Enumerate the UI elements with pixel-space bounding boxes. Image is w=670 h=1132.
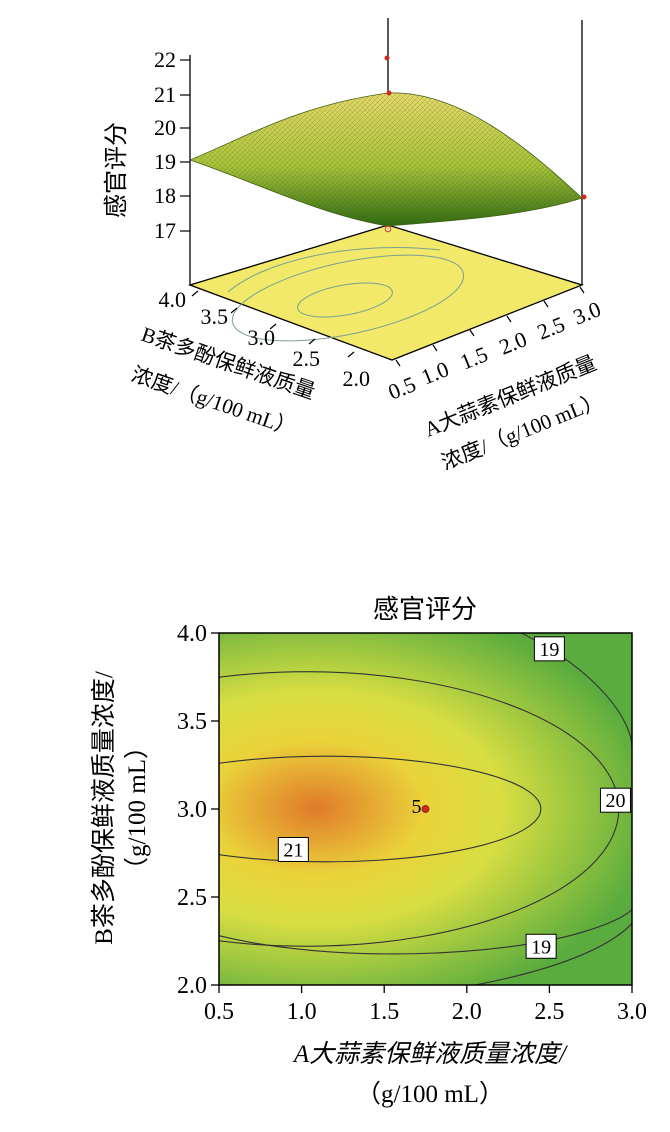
floor-contour-middle [231,254,465,342]
floor-contour-inner [297,282,393,318]
design-point [386,90,392,96]
contour-x-ticks: 0.5 1.0 1.5 2.0 2.5 3.0 [204,985,647,1025]
surface-plot: 22 21 20 19 18 17 感官评分 4.0 3.5 3.0 2.5 2… [103,18,606,475]
z-tick-label: 18 [154,183,176,208]
contour-label: 19 [531,936,551,958]
z-tick-label: 17 [154,218,176,243]
y-tick-label: 2.5 [177,885,207,911]
floor-contours [227,247,465,342]
b-tick-label: 2.5 [293,346,321,371]
contour-label: 20 [605,790,625,812]
design-point [384,55,390,61]
contour-title: 感官评分 [373,595,477,624]
b-tick-label: 4.0 [159,287,187,312]
floor-contour-outer [227,247,441,293]
y-tick-label: 3.0 [177,797,207,823]
contour-design-point [421,805,430,813]
a-tick-label: 2.5 [534,311,569,344]
b-tick-label: 3.0 [248,325,276,350]
design-point [581,194,587,200]
a-tick-label: 1.0 [418,356,453,389]
contour-label: 19 [539,639,559,661]
contour-label-box [533,636,565,662]
contour-label-box [525,933,557,959]
z-tick-label: 22 [154,47,176,72]
contour-label: 21 [283,839,303,861]
z-tick-label: 20 [154,115,176,140]
contour-y-label-line1: B茶多酚保鲜液质量浓度/ [90,671,118,945]
contour-x-label-line2: （g/100 mL） [356,1080,504,1108]
contour-plot: 感官评分 21 20 19 19 5 0.5 1.0 1.5 2.0 2.5 3.0 4.0 3.… [90,595,647,1108]
y-tick-label: 2.0 [177,973,207,999]
b-tick-label: 3.5 [201,304,229,329]
y-tick-label: 3.5 [177,709,207,735]
x-tick-label: 0.5 [204,999,234,1025]
b-axis-ticks [191,290,355,358]
x-tick-label: 1.0 [287,999,317,1025]
contour-line-21 [219,755,542,863]
contour-line-18-bottom [474,923,632,985]
x-tick-label: 3.0 [617,999,647,1025]
a-tick-label: 0.5 [385,371,420,404]
x-tick-label: 2.5 [534,999,564,1025]
contour-label-box [277,836,309,862]
a-axis-ticks [395,286,585,367]
x-tick-label: 2.0 [452,999,482,1025]
x-tick-label: 1.5 [369,999,399,1025]
a-tick-label: 1.5 [457,341,492,374]
contour-y-ticks: 4.0 3.5 3.0 2.5 2.0 [177,621,219,999]
surface-floor [187,224,584,361]
contour-y-label-line2: （g/100 mL） [123,734,151,882]
contour-x-label-line1: A大蒜素保鲜液质量浓度/ [292,1040,568,1068]
z-axis-label: 感官评分 [103,122,130,218]
z-ticks [180,59,190,232]
b-tick-label: 2.0 [343,366,371,391]
contour-labels: 21 20 19 19 [277,636,631,959]
z-tick-label: 19 [154,149,176,174]
contour-design-point-label: 5 [412,796,422,818]
a-tick-label: 3.0 [570,296,605,329]
design-point [384,225,392,233]
a-tick-label: 2.0 [496,326,531,359]
contour-label-box [599,787,631,813]
y-tick-label: 4.0 [177,621,207,647]
z-tick-label: 21 [154,82,176,107]
response-surface-mesh [190,92,582,227]
